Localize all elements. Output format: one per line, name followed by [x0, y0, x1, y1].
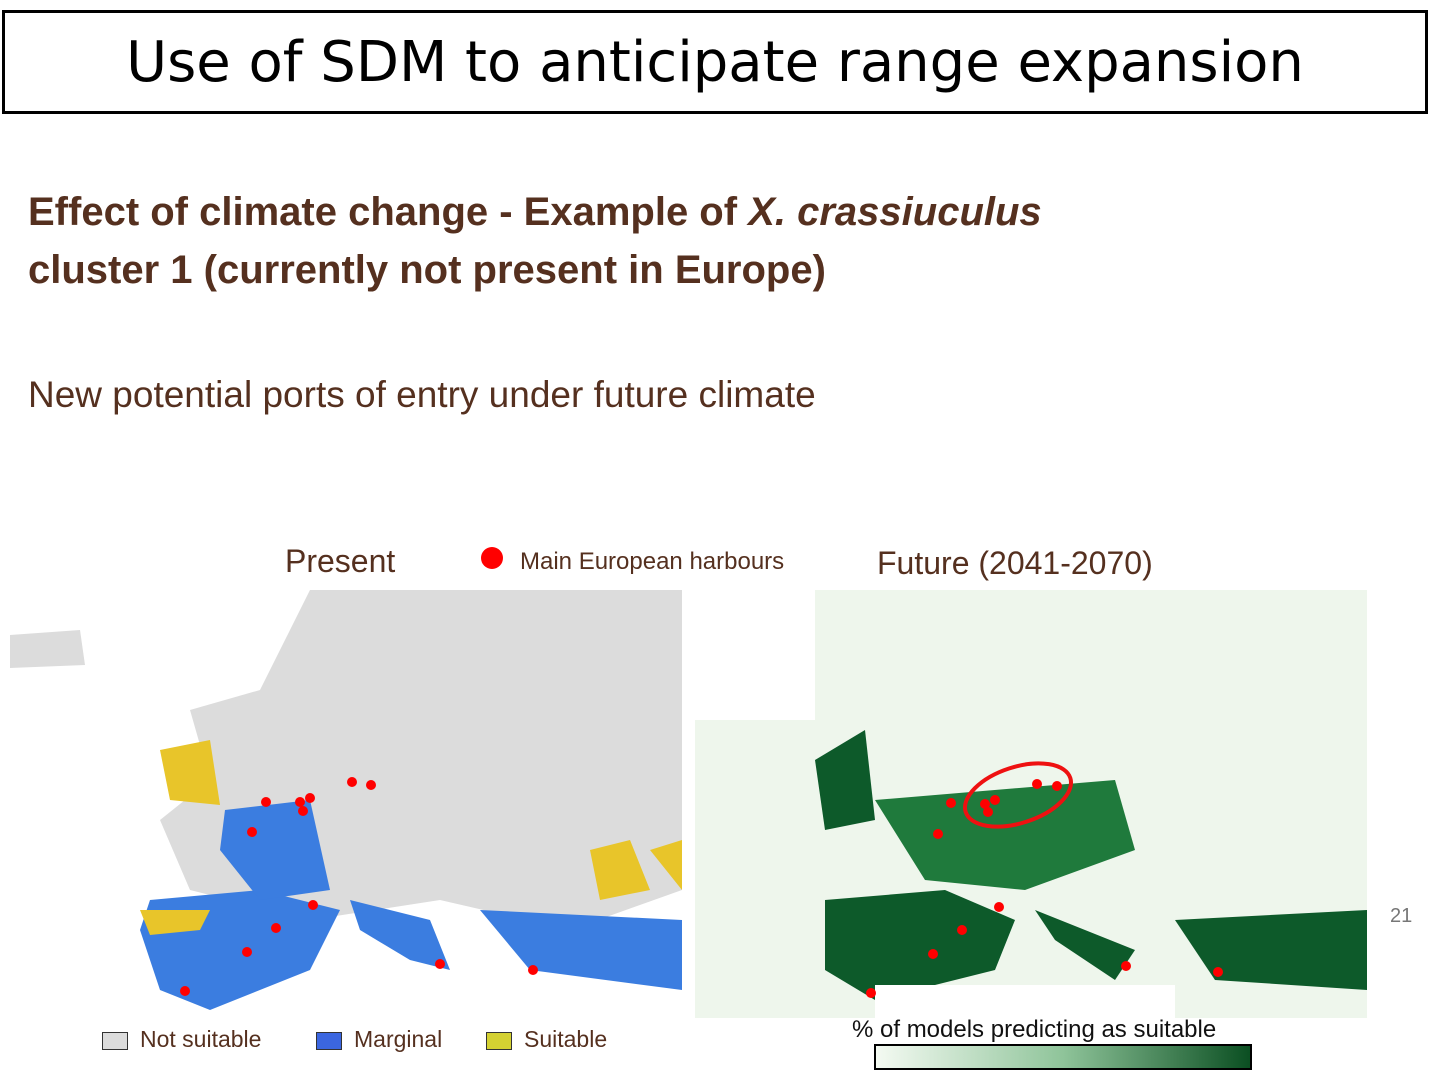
map-label: Present [285, 543, 396, 579]
heading-line-2: cluster 1 (currently not present in Euro… [28, 248, 826, 292]
slide-title: Use of SDM to anticipate range expansion [2, 10, 1428, 114]
legend-swatch [316, 1031, 342, 1050]
legend-label: Not suitable [140, 1026, 262, 1052]
page-number: 21 [1390, 905, 1413, 927]
future-map [695, 590, 1367, 1018]
species-name: X. crassiuculus [748, 190, 1042, 234]
legend-label: Suitable [524, 1026, 608, 1052]
legend-swatch [102, 1031, 128, 1050]
harbour-legend-dot [481, 547, 503, 569]
heading-line-1: Effect of climate change - Example of X.… [28, 190, 1042, 235]
legend-entry: Suitable [486, 1026, 607, 1053]
colorbar [874, 1044, 1252, 1070]
legend-swatch [486, 1031, 512, 1050]
present-map [10, 590, 682, 1010]
colorbar-label: % of models predicting as suitable [852, 1016, 1217, 1043]
legend-entry: Not suitable [102, 1026, 261, 1053]
legend-entry: Marginal [316, 1026, 442, 1053]
harbour-legend: Main European harbours [520, 548, 785, 575]
heading-text: Effect of climate change - Example of [28, 190, 738, 234]
subtitle: New potential ports of entry under futur… [28, 374, 816, 415]
legend-label: Marginal [354, 1026, 443, 1052]
map-label: Future (2041-2070) [877, 545, 1153, 581]
